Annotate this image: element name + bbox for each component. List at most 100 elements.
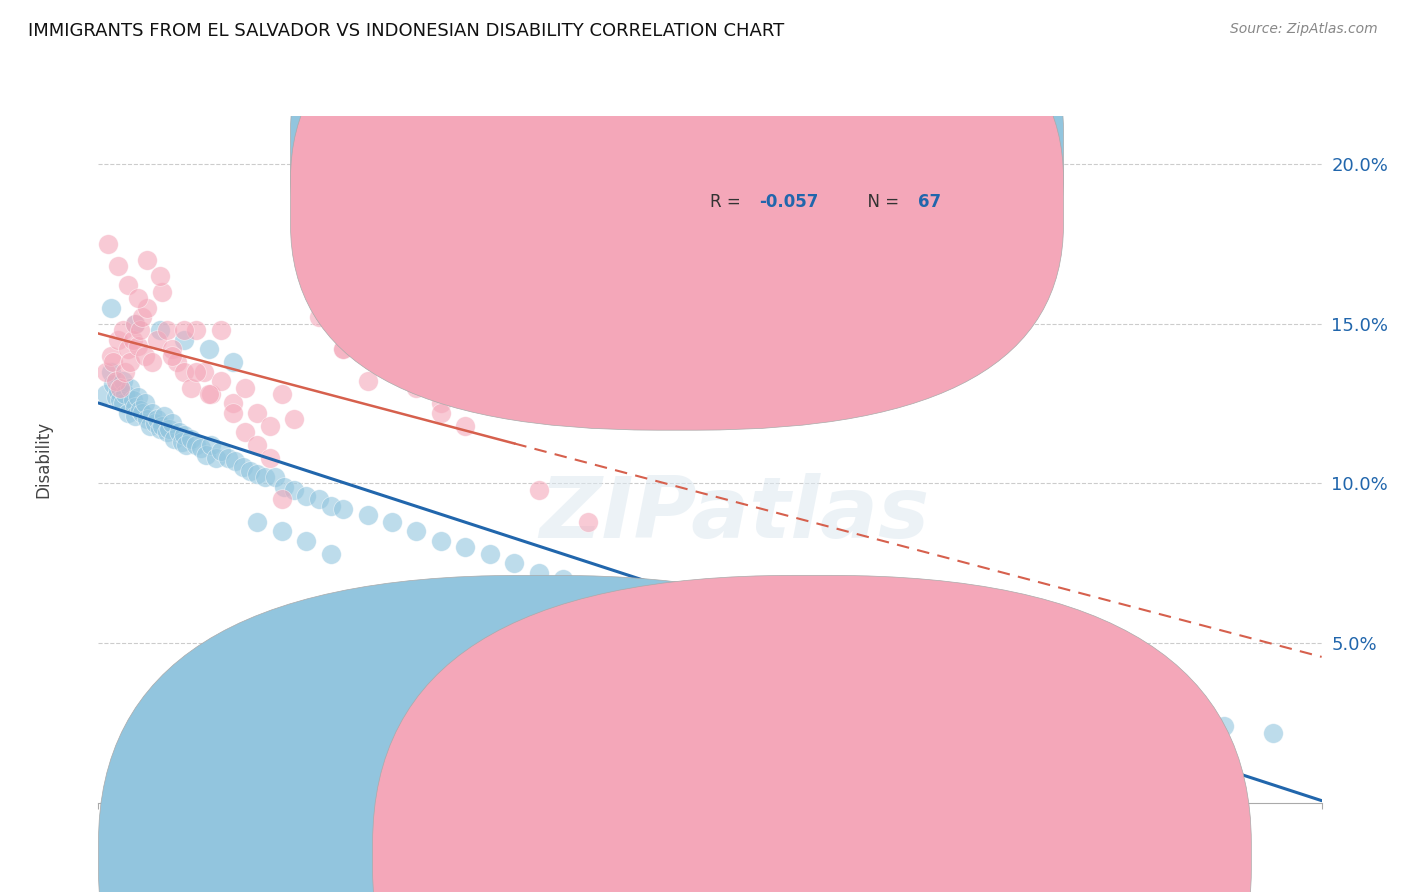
Text: ZIPatlas: ZIPatlas [540,473,929,556]
Point [156,323,179,337]
Point [233,425,256,440]
Point [430,533,453,548]
Point [576,515,599,529]
Point [124,409,146,424]
Point [129,323,152,337]
Point [146,412,169,426]
Point [180,380,202,394]
Point [97,236,120,251]
Point [553,572,575,586]
Point [967,674,990,689]
Point [259,418,281,433]
Point [141,355,163,369]
Point [160,349,183,363]
Point [263,470,285,484]
Point [205,450,228,465]
Point [1017,684,1039,698]
Point [1212,719,1234,733]
Point [217,450,239,465]
Point [163,432,186,446]
Point [94,365,117,379]
Text: Indonesians: Indonesians [838,847,938,865]
Point [772,630,794,644]
Point [101,377,124,392]
Point [180,432,202,446]
Point [821,642,844,657]
Point [170,434,193,449]
Point [107,384,129,398]
Point [186,438,208,452]
Point [233,380,256,394]
Point [200,387,222,401]
Point [356,374,378,388]
Point [478,578,501,592]
Point [270,524,294,539]
Point [259,450,281,465]
Point [167,425,190,440]
Point [222,396,245,410]
Point [110,393,132,408]
Point [273,479,295,493]
Point [209,444,232,458]
Point [121,393,143,408]
Point [308,310,330,325]
FancyBboxPatch shape [291,0,1063,382]
Text: N =: N = [856,145,904,162]
Text: Immigrants from El Salvador: Immigrants from El Salvador [562,847,800,865]
Point [270,492,294,507]
Point [124,317,146,331]
Point [195,448,218,462]
Point [503,556,526,570]
Point [114,387,136,401]
Point [186,365,208,379]
Point [478,547,501,561]
Point [209,323,232,337]
Point [454,418,477,433]
Point [1261,725,1284,739]
Point [270,387,294,401]
Point [1115,703,1137,717]
Point [197,342,219,356]
Point [1066,693,1088,707]
Point [173,365,195,379]
Point [454,540,477,554]
Point [114,365,136,379]
Text: Source: ZipAtlas.com: Source: ZipAtlas.com [1230,22,1378,37]
Point [160,342,183,356]
Point [405,380,427,394]
Point [127,291,149,305]
Point [160,416,183,430]
Point [675,610,697,624]
Text: IMMIGRANTS FROM EL SALVADOR VS INDONESIAN DISABILITY CORRELATION CHART: IMMIGRANTS FROM EL SALVADOR VS INDONESIA… [28,22,785,40]
Point [222,406,245,420]
Point [111,396,134,410]
Point [478,310,501,325]
Point [308,492,330,507]
Point [209,374,232,388]
Point [110,380,132,394]
Point [134,396,156,410]
Point [186,323,208,337]
Point [117,406,139,420]
Point [124,317,146,331]
Point [699,268,721,283]
Text: 0.0%: 0.0% [98,818,141,836]
Point [120,355,142,369]
Point [246,467,269,481]
Point [332,342,354,356]
Point [381,349,404,363]
Point [319,499,342,513]
Point [129,402,152,417]
Point [104,390,127,404]
Point [527,566,550,580]
Point [134,349,156,363]
Point [356,508,378,523]
Point [149,268,172,283]
Point [149,323,172,337]
Point [527,668,550,682]
Point [111,374,134,388]
Point [136,252,159,267]
Point [246,406,269,420]
Point [100,301,122,315]
Point [127,339,149,353]
